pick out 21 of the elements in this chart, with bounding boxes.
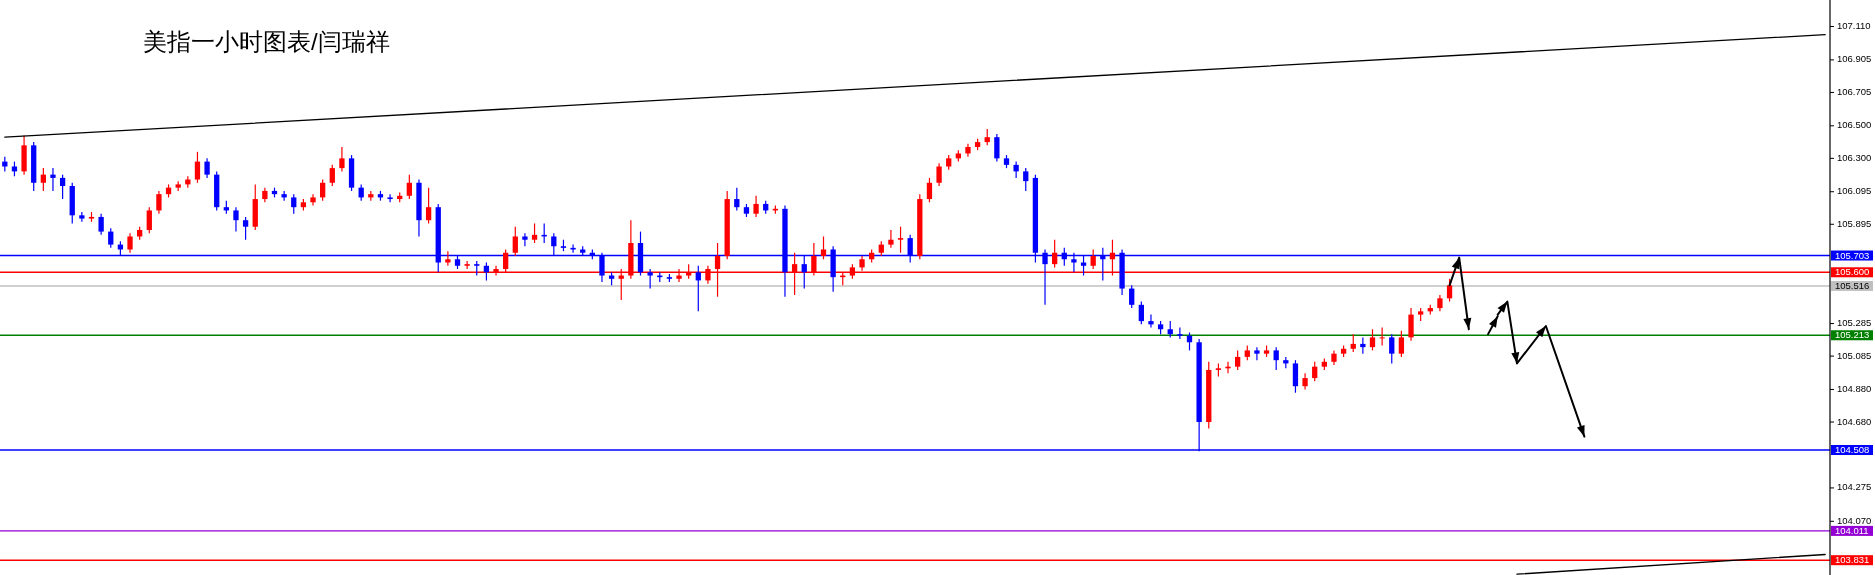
y-tick-label: 104.070 (1837, 514, 1872, 526)
ref-line-label: 104.011 (1835, 524, 1869, 536)
y-tick-label: 106.905 (1837, 53, 1872, 65)
y-tick-label: 106.300 (1837, 151, 1872, 163)
y-tick-label: 106.095 (1837, 185, 1872, 197)
y-tick-label: 105.895 (1837, 217, 1872, 229)
y-tick-label: 104.880 (1837, 382, 1872, 394)
ref-line-label: 103.831 (1835, 554, 1870, 566)
ref-line-label: 105.516 (1835, 279, 1870, 291)
y-tick-label: 105.085 (1837, 349, 1872, 361)
y-tick-label: 106.500 (1837, 119, 1872, 131)
ref-line-label: 105.600 (1835, 266, 1870, 278)
ref-line-label: 105.703 (1835, 249, 1870, 261)
y-tick-label: 106.705 (1837, 85, 1872, 97)
ref-line-label: 105.213 (1835, 329, 1870, 341)
y-tick-label: 104.680 (1837, 415, 1872, 427)
y-tick-label: 107.110 (1837, 20, 1871, 32)
text: 美指一小时图表/闫瑞祥 (143, 28, 390, 55)
y-tick-label: 105.285 (1837, 317, 1872, 329)
ref-line-label: 104.508 (1835, 444, 1870, 456)
y-tick-label: 104.275 (1837, 481, 1872, 493)
